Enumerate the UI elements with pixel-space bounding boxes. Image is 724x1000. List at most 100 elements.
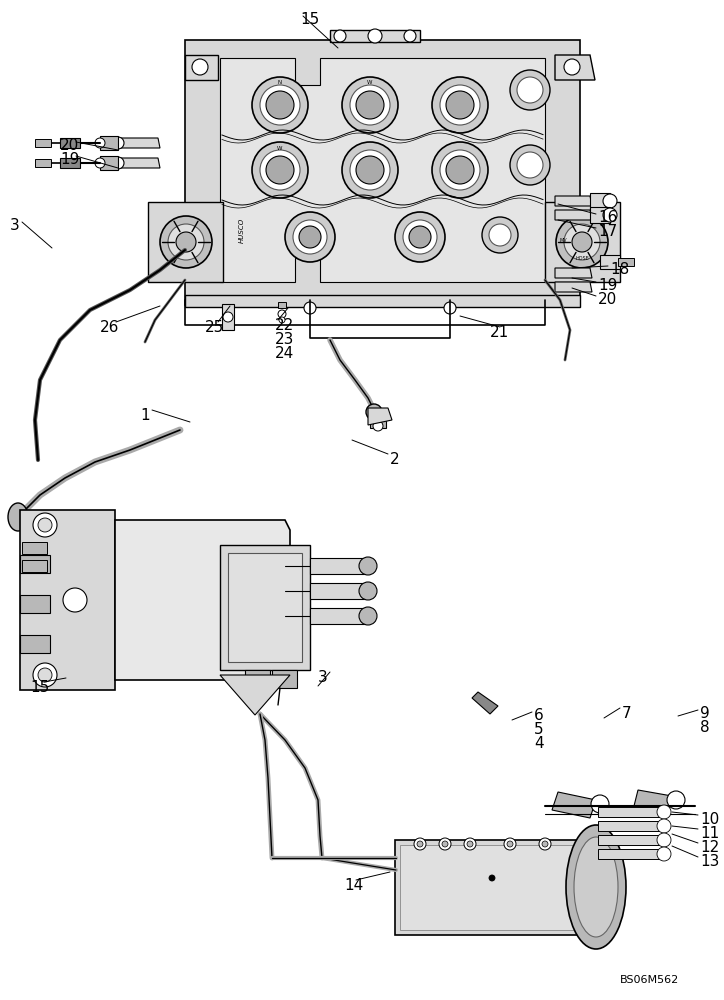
Circle shape	[556, 216, 608, 268]
Circle shape	[564, 224, 600, 260]
Circle shape	[414, 838, 426, 850]
Text: 15: 15	[30, 680, 49, 695]
Text: 24: 24	[275, 346, 294, 361]
Circle shape	[160, 216, 212, 268]
Bar	[22, 542, 47, 554]
Circle shape	[539, 838, 551, 850]
Circle shape	[356, 156, 384, 184]
Polygon shape	[185, 55, 218, 80]
Bar	[222, 304, 234, 330]
Polygon shape	[555, 210, 592, 220]
Bar	[60, 138, 80, 148]
Circle shape	[223, 312, 233, 322]
Bar	[148, 202, 223, 282]
Bar	[220, 545, 310, 670]
Circle shape	[368, 29, 382, 43]
Text: 3: 3	[10, 218, 20, 233]
Text: BS06M562: BS06M562	[620, 975, 679, 985]
Bar	[35, 159, 51, 167]
Circle shape	[260, 150, 300, 190]
Text: 20: 20	[60, 138, 79, 153]
Circle shape	[446, 91, 474, 119]
Circle shape	[404, 30, 416, 42]
Circle shape	[342, 77, 398, 133]
Text: 13: 13	[700, 854, 720, 869]
Circle shape	[542, 841, 548, 847]
Ellipse shape	[359, 582, 377, 600]
Circle shape	[564, 59, 580, 75]
Circle shape	[603, 208, 617, 222]
Circle shape	[446, 156, 474, 184]
Polygon shape	[555, 55, 595, 80]
Bar	[545, 202, 620, 282]
Circle shape	[38, 668, 52, 682]
Circle shape	[482, 217, 518, 253]
Text: 11: 11	[700, 826, 719, 841]
Text: 14: 14	[344, 878, 363, 893]
Bar	[20, 595, 50, 613]
Circle shape	[266, 156, 294, 184]
Circle shape	[112, 137, 124, 149]
Text: 7: 7	[622, 706, 631, 721]
Circle shape	[366, 404, 382, 420]
Bar	[100, 156, 118, 170]
Circle shape	[489, 224, 511, 246]
Circle shape	[38, 518, 52, 532]
Circle shape	[504, 838, 516, 850]
Polygon shape	[115, 520, 290, 680]
Bar	[185, 295, 580, 307]
Circle shape	[356, 91, 384, 119]
Text: 2: 2	[390, 452, 400, 467]
Circle shape	[489, 875, 495, 881]
Circle shape	[591, 795, 609, 813]
Bar	[600, 255, 620, 269]
Circle shape	[440, 150, 480, 190]
Bar	[618, 258, 634, 266]
Circle shape	[33, 663, 57, 687]
Circle shape	[395, 212, 445, 262]
Circle shape	[304, 302, 316, 314]
Bar	[100, 136, 118, 150]
Circle shape	[657, 805, 671, 819]
Circle shape	[667, 791, 685, 809]
Circle shape	[168, 224, 204, 260]
Circle shape	[432, 77, 488, 133]
Bar	[215, 52, 550, 287]
Circle shape	[112, 157, 124, 169]
Circle shape	[507, 841, 513, 847]
Text: W: W	[277, 145, 283, 150]
Circle shape	[95, 158, 105, 168]
Ellipse shape	[566, 825, 626, 949]
Text: HUSCO: HUSCO	[239, 217, 245, 243]
Ellipse shape	[574, 837, 618, 937]
Circle shape	[444, 302, 456, 314]
Text: 8: 8	[700, 720, 710, 735]
Text: 19: 19	[60, 152, 80, 167]
Polygon shape	[118, 138, 160, 148]
Text: N: N	[278, 81, 282, 86]
Bar	[590, 207, 610, 223]
Bar	[245, 670, 270, 688]
Circle shape	[63, 588, 87, 612]
Bar	[310, 583, 365, 599]
Text: 18: 18	[610, 262, 629, 277]
Ellipse shape	[359, 557, 377, 575]
Text: 12: 12	[700, 840, 719, 855]
Bar	[272, 670, 297, 688]
Bar	[598, 849, 663, 859]
Circle shape	[517, 152, 543, 178]
Text: W: W	[367, 81, 373, 86]
Text: 25: 25	[205, 320, 224, 335]
Text: 6: 6	[534, 708, 544, 723]
Bar	[590, 193, 610, 209]
Polygon shape	[20, 510, 115, 690]
Bar	[278, 302, 286, 308]
Circle shape	[510, 145, 550, 185]
Bar	[228, 553, 302, 662]
Text: 3: 3	[318, 670, 328, 685]
Text: 16: 16	[598, 210, 618, 225]
Circle shape	[657, 847, 671, 861]
Polygon shape	[555, 268, 592, 278]
Polygon shape	[118, 158, 160, 168]
Bar	[310, 558, 365, 574]
